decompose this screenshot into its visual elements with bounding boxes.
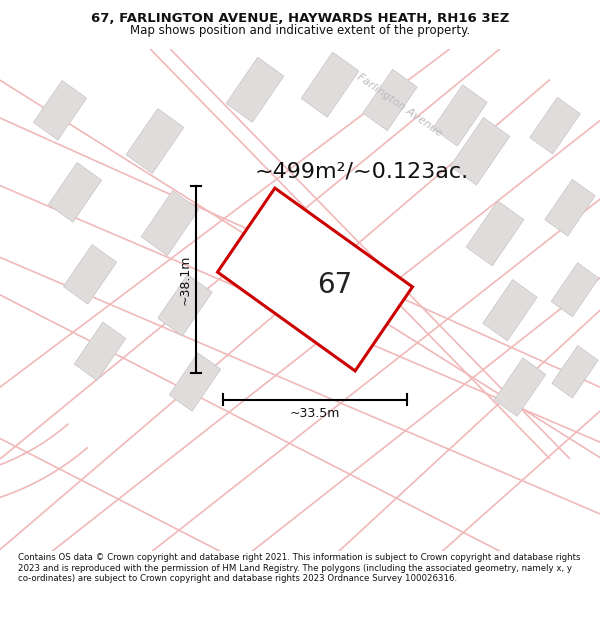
Polygon shape: [49, 162, 101, 222]
Polygon shape: [494, 358, 546, 416]
Polygon shape: [34, 81, 86, 140]
Polygon shape: [141, 191, 199, 256]
Polygon shape: [126, 109, 184, 174]
Polygon shape: [64, 244, 116, 304]
Text: 67, FARLINGTON AVENUE, HAYWARDS HEATH, RH16 3EZ: 67, FARLINGTON AVENUE, HAYWARDS HEATH, R…: [91, 12, 509, 25]
Polygon shape: [218, 188, 412, 371]
Polygon shape: [169, 352, 221, 411]
Text: ~38.1m: ~38.1m: [179, 254, 192, 304]
Text: Contains OS data © Crown copyright and database right 2021. This information is : Contains OS data © Crown copyright and d…: [18, 554, 581, 583]
Polygon shape: [74, 322, 126, 381]
Polygon shape: [483, 279, 537, 341]
Polygon shape: [530, 98, 580, 154]
Text: ~33.5m: ~33.5m: [290, 408, 340, 421]
Polygon shape: [552, 346, 598, 398]
Polygon shape: [226, 58, 284, 122]
Polygon shape: [450, 118, 510, 185]
Polygon shape: [551, 262, 599, 317]
Polygon shape: [545, 179, 595, 236]
Polygon shape: [301, 52, 359, 117]
Polygon shape: [466, 201, 524, 266]
Polygon shape: [433, 85, 487, 146]
Text: Map shows position and indicative extent of the property.: Map shows position and indicative extent…: [130, 24, 470, 36]
Text: 67: 67: [317, 271, 353, 299]
Polygon shape: [158, 274, 212, 336]
Polygon shape: [363, 69, 417, 131]
Text: Farlington Avenue: Farlington Avenue: [355, 72, 445, 139]
Text: ~499m²/~0.123ac.: ~499m²/~0.123ac.: [255, 162, 469, 182]
